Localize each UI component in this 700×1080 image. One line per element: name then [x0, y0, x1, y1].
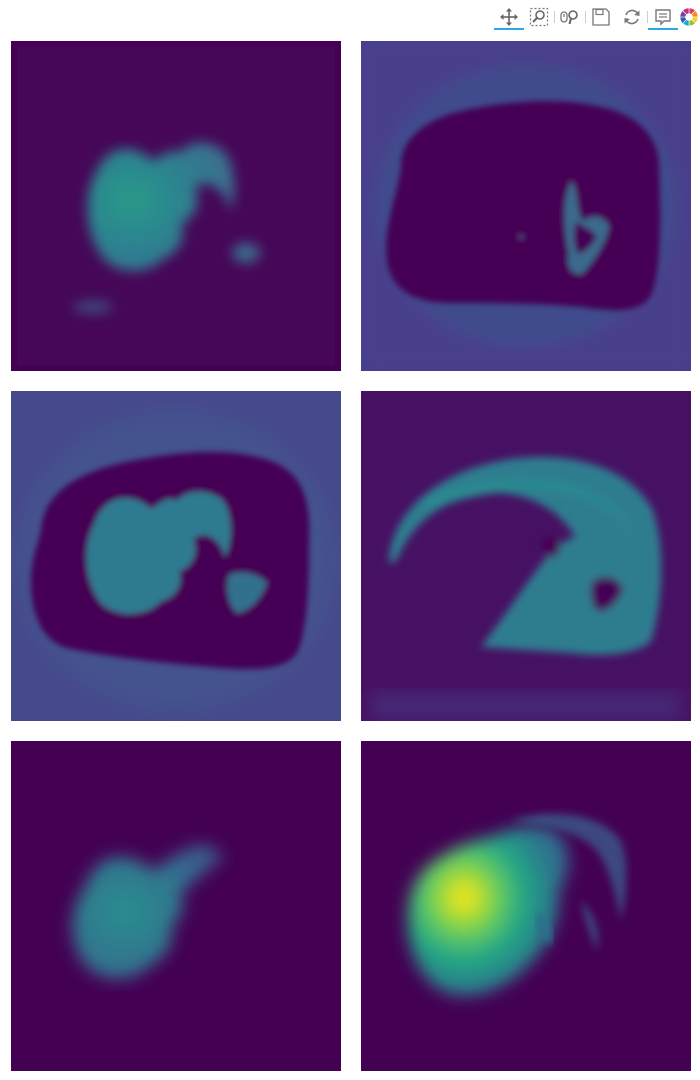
reset-tool-button[interactable] — [617, 2, 647, 32]
image-panel-2[interactable] — [361, 41, 691, 371]
save-icon — [592, 8, 610, 26]
heatmap-image — [11, 741, 341, 1071]
heatmap-image — [361, 391, 691, 721]
toolbar-separator — [554, 11, 555, 23]
image-panel-6[interactable] — [361, 741, 691, 1071]
bokeh-logo[interactable] — [678, 2, 700, 32]
heatmap-image — [11, 391, 341, 721]
hover-icon — [655, 9, 671, 26]
image-panel-4[interactable] — [361, 391, 691, 721]
image-panel-5[interactable] — [11, 741, 341, 1071]
pan-tool-button[interactable] — [494, 2, 524, 32]
bokeh-logo-icon — [679, 7, 699, 27]
image-panel-1[interactable] — [11, 41, 341, 371]
box-zoom-icon — [529, 7, 549, 27]
toolbar-separator — [585, 11, 586, 23]
image-panel-3[interactable] — [11, 391, 341, 721]
plot-toolbar — [494, 0, 700, 34]
wheel-zoom-icon — [560, 10, 578, 25]
heatmap-image — [361, 41, 691, 371]
box-zoom-tool-button[interactable] — [524, 2, 554, 32]
reset-icon — [624, 9, 640, 25]
hover-tool-button[interactable] — [648, 2, 678, 32]
toolbar-separator — [647, 11, 648, 23]
save-tool-button[interactable] — [586, 2, 616, 32]
heatmap-image — [11, 41, 341, 371]
heatmap-image — [361, 741, 691, 1071]
move-icon — [500, 8, 518, 26]
wheel-zoom-tool-button[interactable] — [555, 2, 585, 32]
